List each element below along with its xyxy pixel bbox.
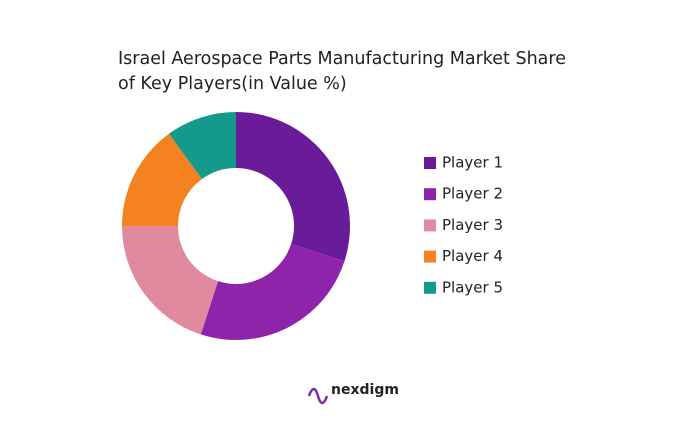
donut-slice [200,243,345,340]
legend-swatch [424,188,436,201]
legend-label: Player 1 [442,154,503,172]
logo: nexdigm [307,382,399,405]
logo-text: nexdigm [331,382,399,398]
legend-label: Player 4 [442,247,503,265]
legend-swatch [424,219,436,232]
donut-slice [122,226,219,335]
chart-title: Israel Aerospace Parts Manufacturing Mar… [118,49,566,94]
legend-swatch [424,250,436,263]
donut-slice [236,112,350,262]
legend-swatch [424,281,436,294]
legend-label: Player 3 [442,216,503,234]
legend-label: Player 5 [442,278,503,296]
legend-label: Player 2 [442,185,503,203]
donut-slice [122,133,202,226]
donut-slice [168,112,236,180]
logo-icon [307,387,329,405]
legend-swatch [424,157,436,169]
